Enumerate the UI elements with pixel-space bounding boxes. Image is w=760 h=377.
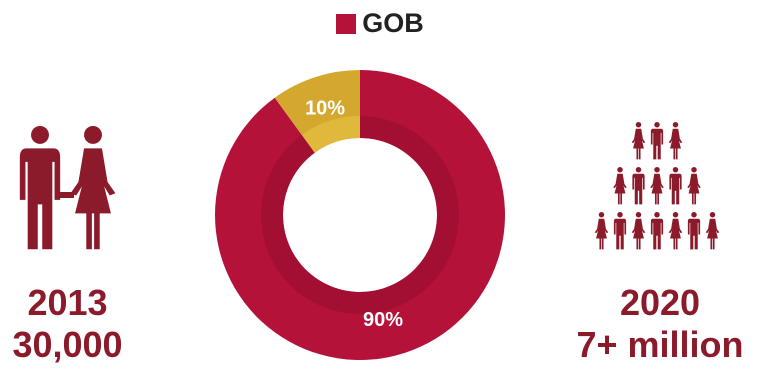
donut-slice-shade-gob bbox=[260, 116, 459, 314]
donut-label-gob: 90% bbox=[363, 309, 403, 331]
donut-label-other: 10% bbox=[305, 98, 345, 120]
stat-2020: 2020 7+ million bbox=[560, 282, 760, 366]
stat-2020-year: 2020 bbox=[619, 282, 701, 323]
chart-legend: GOB bbox=[0, 8, 760, 39]
legend-label-gob: GOB bbox=[362, 8, 424, 38]
couple-icon bbox=[19, 126, 116, 250]
crowd-pyramid-icon bbox=[594, 122, 720, 250]
legend-swatch-gob bbox=[336, 13, 357, 34]
stat-2013-year: 2013 bbox=[27, 282, 108, 323]
stat-2013: 2013 30,000 bbox=[0, 282, 135, 366]
donut-slice-gob bbox=[214, 70, 505, 360]
donut-slice-shade-other bbox=[301, 116, 360, 153]
donut-chart: 90% 10% bbox=[214, 70, 505, 360]
stat-2020-value: 7+ million bbox=[576, 324, 744, 365]
stat-2013-value: 30,000 bbox=[12, 324, 123, 365]
